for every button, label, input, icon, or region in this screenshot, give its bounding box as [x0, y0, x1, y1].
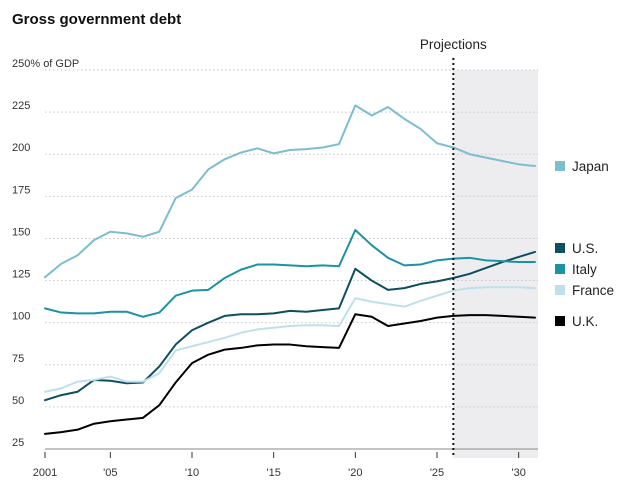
- y-tick-label: 225: [12, 100, 30, 112]
- x-tick-label: '30: [511, 467, 525, 479]
- x-tick-label: '20: [348, 467, 362, 479]
- legend-label-uk: U.K.: [572, 314, 598, 329]
- series-line-japan: [44, 104, 536, 279]
- y-tick-label: 75: [12, 353, 24, 365]
- x-tick-label: '25: [430, 467, 444, 479]
- y-tick-label: 250% of GDP: [12, 58, 79, 70]
- x-tick-label: '10: [185, 467, 199, 479]
- y-tick-label: 25: [12, 437, 24, 449]
- y-tick-label: 150: [12, 226, 30, 238]
- chart-title: Gross government debt: [12, 11, 181, 28]
- x-tick-label: 2001: [33, 467, 57, 479]
- legend-label-france: France: [572, 283, 614, 298]
- y-tick-label: 200: [12, 142, 30, 154]
- series-line-uk: [44, 313, 536, 435]
- legend-swatch-uk: [555, 316, 565, 326]
- legend-label-italy: Italy: [572, 262, 597, 277]
- legend-swatch-japan: [555, 161, 565, 171]
- legend-swatch-italy: [555, 264, 565, 274]
- y-tick-label: 100: [12, 311, 30, 323]
- legend-label-us: U.S.: [572, 241, 598, 256]
- x-tick-label: '15: [266, 467, 280, 479]
- series-line-france: [44, 286, 536, 393]
- projection-label: Projections: [420, 37, 487, 52]
- x-tick-label: '05: [103, 467, 117, 479]
- y-tick-label: 175: [12, 184, 30, 196]
- y-tick-label: 50: [12, 395, 24, 407]
- y-tick-label: 125: [12, 269, 30, 281]
- legend-swatch-us: [555, 243, 565, 253]
- legend-swatch-france: [555, 285, 565, 295]
- legend-label-japan: Japan: [572, 159, 609, 174]
